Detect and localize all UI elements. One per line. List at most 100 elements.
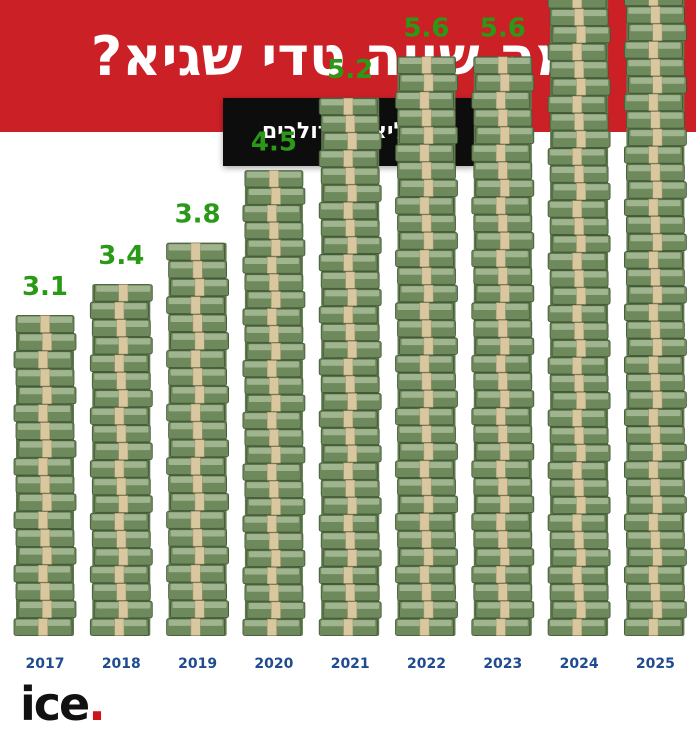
bill-band [40,475,50,494]
logo-text: ice [20,677,90,731]
bill-band [572,95,582,113]
bill-band [116,477,127,495]
bill-band [40,582,50,601]
bill-band [269,429,279,446]
bill-band [421,583,432,601]
bill-band [114,618,125,636]
value-label: 4.5 [251,127,297,157]
bill-band [40,422,50,440]
bill-band [421,530,432,548]
bill-band [495,197,506,215]
bill-band [648,146,659,164]
bill-band [118,548,129,566]
bill-band [499,126,510,144]
bill-band [423,601,434,619]
bill-band [652,181,663,199]
bill-band [423,179,434,197]
year-label: 2022 [407,656,446,672]
bill-band [114,354,125,372]
bill-band [652,128,663,146]
bill-band [419,407,430,425]
bill-band [347,601,358,619]
bill-band [343,98,354,115]
bill-band [650,6,661,24]
bill-band [421,109,432,127]
bill-band [269,584,279,602]
bill-band [118,389,129,408]
bill-band [267,619,277,636]
bill-band [343,306,354,324]
bill-band [269,532,279,550]
bill-band [271,187,281,205]
bill-band [347,289,358,306]
bill-band [423,495,434,513]
bill-band [495,460,506,478]
bill-band [495,249,506,267]
bill-band [192,260,203,279]
bill-band [572,566,582,584]
bill-band [497,530,508,548]
bill-band [572,43,582,61]
bill-band [269,325,279,343]
bill-band [423,74,434,92]
bill-band [652,496,663,514]
year-label: 2020 [254,656,293,672]
bill-band [38,618,48,636]
bill-band [190,403,201,422]
bill-band [495,355,506,373]
bill-band [650,321,661,339]
bill-band [269,222,279,239]
bill-band [495,565,506,584]
bill-band [497,162,508,180]
bill-band [343,410,354,428]
bill-band [271,498,281,515]
bill-band [572,514,582,532]
bill-band [271,394,281,412]
bill-band [574,479,584,497]
bill-band [419,91,430,109]
bill-band [271,291,281,308]
bill-band [652,233,663,251]
bill-band [572,0,582,9]
bill-band [574,583,584,601]
money-stack-bar [395,56,458,636]
bill-band [576,78,586,96]
year-label: 2023 [483,656,522,672]
bill-band [343,462,354,480]
bill-band [576,183,586,200]
bill-band [190,564,201,583]
value-label: 3.4 [98,241,144,271]
bill-band [497,267,508,285]
bill-band [650,373,661,391]
bill-band [42,333,52,351]
bill-band [421,56,432,74]
bill-band [652,548,663,566]
bill-band [192,421,203,440]
bill-band [267,515,277,533]
bill-band [648,461,659,479]
bill-band [269,274,279,291]
bill-band [343,514,354,532]
bill-band [652,286,663,304]
bill-band [116,425,127,443]
bill-band [118,284,129,302]
bill-band [652,391,663,409]
bill-band [192,314,203,332]
bill-band [576,601,586,619]
bill-band [423,284,434,303]
bill-band [118,495,129,513]
bill-band [576,392,586,410]
bill-band [192,582,203,600]
bill-band [271,601,281,619]
bill-band [42,440,52,458]
bill-band [40,529,50,547]
bill-band [574,374,584,392]
value-label: 3.1 [22,272,68,302]
bill-band [421,162,432,180]
bill-band [42,547,52,565]
bill-band [572,305,582,322]
bill-band [419,302,430,320]
bill-band [267,463,277,481]
value-label: 5.6 [480,13,526,43]
bill-band [271,446,281,464]
